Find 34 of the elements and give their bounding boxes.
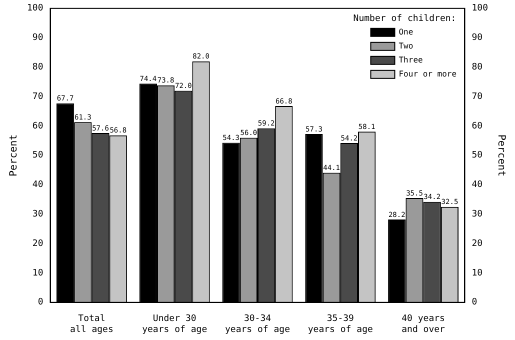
y-tick-label: 10 <box>32 268 44 278</box>
y-tick-label: 50 <box>32 150 44 161</box>
y2-tick-label: 20 <box>472 238 483 249</box>
y2-axis-title: Percent <box>495 134 506 176</box>
y2-tick-label: 80 <box>472 62 483 73</box>
legend-label: Four or more <box>398 69 457 78</box>
legend-label: One <box>398 27 414 36</box>
y-tick-label: 40 <box>32 180 44 190</box>
y-tick-label: 80 <box>32 62 44 73</box>
y2-tick-label: 90 <box>472 33 483 44</box>
y2-tick-label: 40 <box>472 180 483 190</box>
x-tick-label: 35-39 years of age <box>308 314 373 335</box>
x-tick-label: Total all ages <box>70 314 114 335</box>
y-tick-label: 70 <box>32 92 44 102</box>
y2-tick-label: 30 <box>472 210 483 220</box>
y-tick-label: 100 <box>26 4 44 14</box>
y2-tick-label: 10 <box>472 268 483 278</box>
y-axis-title: Percent <box>8 134 20 176</box>
y2-tick-label: 50 <box>472 150 483 161</box>
y2-tick-label: 100 <box>472 4 488 14</box>
legend-label: Three <box>398 55 424 64</box>
y2-tick-label: 0 <box>472 298 478 308</box>
legend-title: Number of children: <box>353 14 456 24</box>
legend-label: Two <box>398 41 414 50</box>
x-tick-label: 30-34 years of age <box>224 314 290 335</box>
y2-tick-label: 70 <box>472 92 483 102</box>
y-tick-label: 90 <box>32 33 44 44</box>
x-tick-label: Under 30 years of age <box>142 314 208 335</box>
x-tick-label: 40 years and over <box>402 314 446 335</box>
y-tick-label: 0 <box>38 298 44 308</box>
y2-tick-label: 60 <box>472 121 483 132</box>
y-tick-label: 20 <box>32 238 44 249</box>
y-tick-label: 30 <box>32 210 44 220</box>
y-tick-label: 60 <box>32 121 44 132</box>
